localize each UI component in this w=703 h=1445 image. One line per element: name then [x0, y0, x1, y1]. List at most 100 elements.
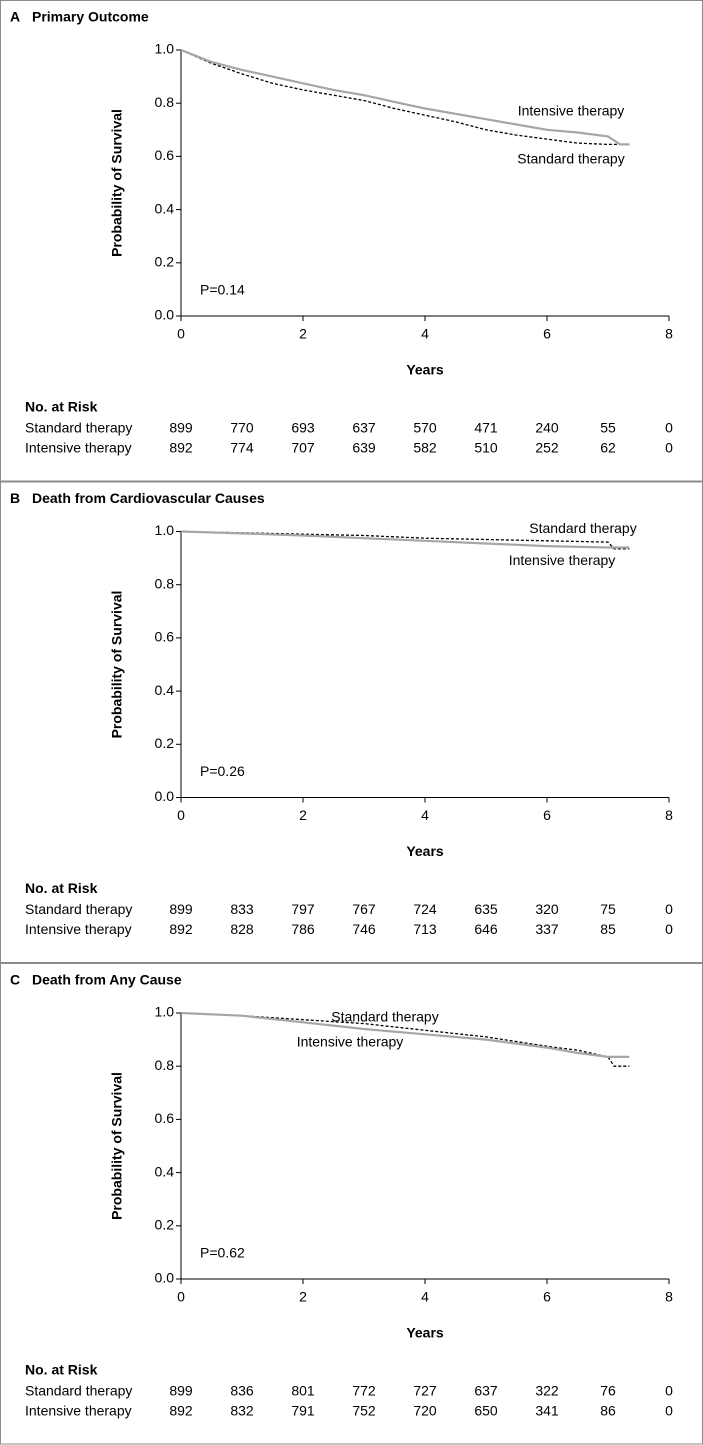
x-tick-label: 8 [665, 1289, 673, 1305]
risk-count: 786 [291, 921, 315, 937]
y-tick-label: 0.2 [155, 1217, 175, 1233]
survival-curve [180, 49, 630, 146]
risk-count: 341 [535, 1403, 559, 1419]
survival-curve [180, 530, 630, 549]
panel-title: Death from Any Cause [32, 972, 182, 988]
risk-count: 582 [413, 440, 437, 456]
risk-count: 791 [291, 1403, 315, 1419]
y-tick-label: 1.0 [155, 522, 175, 538]
panel-title: Death from Cardiovascular Causes [32, 490, 265, 506]
x-tick-label: 2 [299, 326, 307, 342]
risk-count: 720 [413, 1403, 437, 1419]
risk-count: 828 [230, 921, 254, 937]
y-tick-label: 1.0 [155, 41, 175, 57]
risk-count: 892 [169, 440, 193, 456]
risk-count: 337 [535, 921, 559, 937]
risk-count: 899 [169, 901, 193, 917]
curve-label: Intensive therapy [509, 552, 616, 568]
risk-count: 86 [600, 1403, 616, 1419]
panel-border [0, 0, 703, 482]
risk-count: 639 [352, 440, 376, 456]
risk-count: 510 [474, 440, 498, 456]
survival-curve [180, 48, 630, 146]
y-tick-label: 0.0 [155, 307, 175, 323]
risk-count: 62 [600, 440, 616, 456]
risk-row-label: Standard therapy [25, 901, 132, 917]
y-axis-title: Probability of Survival [109, 109, 125, 257]
y-tick-label: 0.6 [155, 147, 175, 163]
y-tick-label: 0.8 [155, 1057, 175, 1073]
risk-count: 322 [535, 1383, 559, 1399]
risk-count: 767 [352, 901, 376, 917]
risk-count: 836 [230, 1383, 254, 1399]
y-tick-label: 0.6 [155, 629, 175, 645]
risk-count: 0 [665, 921, 673, 937]
risk-row-label: Intensive therapy [25, 921, 132, 937]
risk-count: 0 [665, 420, 673, 436]
x-tick-label: 0 [177, 807, 185, 823]
y-axis-title: Probability of Survival [109, 1072, 125, 1220]
p-value: P=0.14 [200, 282, 245, 298]
x-tick-label: 2 [299, 1289, 307, 1305]
p-value: P=0.26 [200, 763, 245, 779]
risk-count: 770 [230, 420, 254, 436]
curve-label: Intensive therapy [518, 103, 625, 119]
y-tick-label: 0.2 [155, 254, 175, 270]
risk-count: 774 [230, 440, 254, 456]
risk-count: 240 [535, 420, 559, 436]
risk-count: 320 [535, 901, 559, 917]
risk-count: 76 [600, 1383, 616, 1399]
x-axis-title: Years [406, 1325, 444, 1341]
y-tick-label: 1.0 [155, 1004, 175, 1020]
x-tick-label: 2 [299, 807, 307, 823]
x-tick-label: 4 [421, 326, 429, 342]
risk-count: 55 [600, 420, 616, 436]
risk-count: 801 [291, 1383, 315, 1399]
y-tick-label: 0.8 [155, 94, 175, 110]
x-tick-label: 4 [421, 1289, 429, 1305]
curve-label: Intensive therapy [297, 1034, 404, 1050]
survival-curve [180, 1011, 630, 1058]
panel: A Primary Outcome 0.0 0.2 0.4 0.6 0.8 1.0 0 2 4 6 8 Y… [0, 0, 703, 482]
risk-count: 833 [230, 901, 254, 917]
y-tick-label: 0.6 [155, 1110, 175, 1126]
y-tick-label: 0.0 [155, 788, 175, 804]
x-tick-label: 8 [665, 326, 673, 342]
risk-count: 899 [169, 420, 193, 436]
y-tick-label: 0.8 [155, 575, 175, 591]
risk-count: 693 [291, 420, 315, 436]
x-axis-title: Years [406, 362, 444, 378]
risk-count: 85 [600, 921, 616, 937]
risk-count: 746 [352, 921, 376, 937]
risk-count: 471 [474, 420, 498, 436]
risk-count: 635 [474, 901, 498, 917]
risk-count: 707 [291, 440, 315, 456]
risk-count: 892 [169, 921, 193, 937]
x-tick-label: 0 [177, 1289, 185, 1305]
panel-letter: A [10, 9, 20, 25]
risk-count: 646 [474, 921, 498, 937]
risk-count: 75 [600, 901, 616, 917]
x-tick-label: 8 [665, 807, 673, 823]
y-tick-label: 0.4 [155, 682, 175, 698]
risk-count: 252 [535, 440, 559, 456]
risk-count: 899 [169, 1383, 193, 1399]
risk-count: 570 [413, 420, 437, 436]
curve-label: Standard therapy [529, 520, 636, 536]
risk-count: 772 [352, 1383, 376, 1399]
p-value: P=0.62 [200, 1245, 245, 1261]
y-tick-label: 0.4 [155, 1163, 175, 1179]
risk-count: 650 [474, 1403, 498, 1419]
risk-row-label: Standard therapy [25, 1383, 132, 1399]
risk-count: 832 [230, 1403, 254, 1419]
survival-curve [180, 1012, 630, 1067]
risk-table-title: No. at Risk [25, 880, 98, 896]
risk-table-title: No. at Risk [25, 399, 98, 415]
panel-letter: B [10, 490, 20, 506]
panel-title: Primary Outcome [32, 9, 149, 25]
y-axis-title: Probability of Survival [109, 591, 125, 739]
panel-letter: C [10, 972, 20, 988]
x-tick-label: 4 [421, 807, 429, 823]
